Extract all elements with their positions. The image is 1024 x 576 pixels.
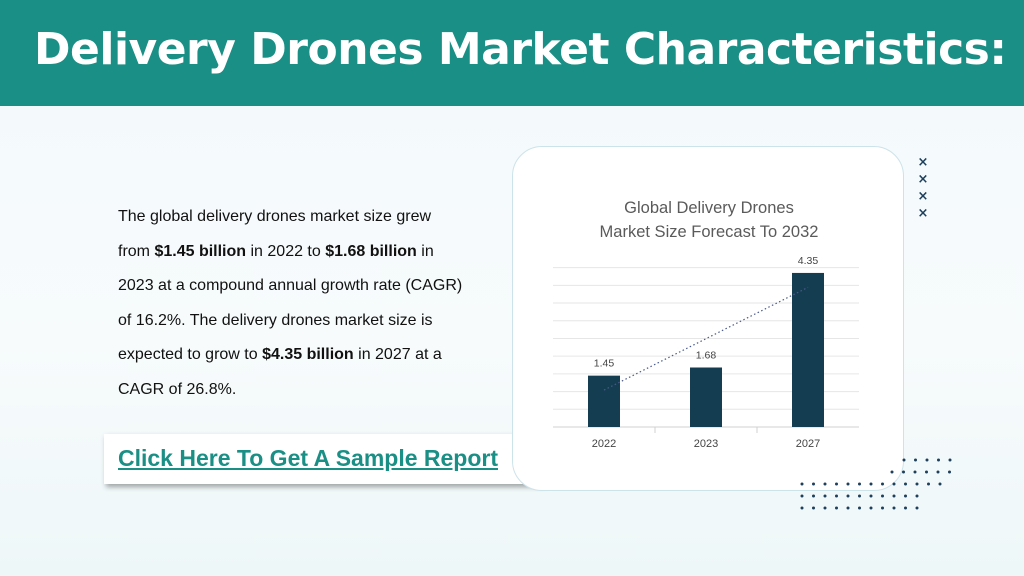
bar-chart: Global Delivery Drones Market Size Foreca… xyxy=(553,199,859,450)
dot xyxy=(858,494,861,498)
dot xyxy=(948,470,951,474)
dot xyxy=(869,482,873,486)
bar-2023 xyxy=(690,367,722,427)
data-label-2022: 1.45 xyxy=(594,358,615,370)
dot xyxy=(937,458,940,462)
value-2022: $1.45 billion xyxy=(154,242,247,260)
dot xyxy=(936,470,940,474)
dot xyxy=(800,482,804,486)
dot xyxy=(927,482,930,486)
value-2027: $4.35 billion xyxy=(262,346,354,363)
x-tick-label-2027: 2027 xyxy=(796,438,820,450)
dot xyxy=(823,506,827,510)
dot xyxy=(835,506,838,510)
dot xyxy=(892,482,896,486)
dot xyxy=(846,482,850,486)
dot xyxy=(858,506,861,510)
dot xyxy=(948,458,952,462)
value-2023: $1.68 billion xyxy=(325,242,417,260)
dot xyxy=(890,470,894,474)
text-segment: in 2023 at a compound annual growth rate… xyxy=(118,242,463,364)
dot xyxy=(869,494,873,498)
dot xyxy=(823,494,827,498)
x-tick-label-2023: 2023 xyxy=(694,438,718,450)
dot xyxy=(881,482,884,486)
text-segment: The global delivery drones market size g… xyxy=(118,208,432,260)
dot xyxy=(835,482,838,486)
x-mark-icon: × xyxy=(917,155,929,170)
dot xyxy=(915,506,919,510)
dot xyxy=(812,482,815,486)
dot xyxy=(858,482,861,486)
dot xyxy=(881,494,884,498)
x-mark-icon: × xyxy=(917,206,929,221)
dot xyxy=(915,482,919,486)
sample-report-box: Click Here To Get A Sample Report xyxy=(104,434,544,484)
bar-2022 xyxy=(588,375,620,427)
page-title: Delivery Drones Market Characteristics: xyxy=(34,24,1007,75)
dot xyxy=(812,506,815,510)
sample-report-link[interactable]: Click Here To Get A Sample Report xyxy=(118,445,499,471)
data-label-2027: 4.35 xyxy=(798,255,819,267)
dot xyxy=(869,506,873,510)
dot xyxy=(881,506,884,510)
dot xyxy=(800,506,804,510)
dot xyxy=(925,470,928,474)
header-bar: Delivery Drones Market Characteristics: xyxy=(0,0,1024,106)
dot xyxy=(915,494,919,498)
dot xyxy=(904,482,907,486)
dot xyxy=(902,458,906,462)
dot xyxy=(892,506,896,510)
text-segment: in 2022 to xyxy=(246,242,326,260)
dot xyxy=(913,470,917,474)
dot xyxy=(904,506,907,510)
x-mark-icon: × xyxy=(917,172,929,187)
market-description: The global delivery drones market size g… xyxy=(118,200,463,407)
dot xyxy=(846,494,850,498)
dot xyxy=(902,470,905,474)
decorative-x-marks: × × × × xyxy=(914,154,932,222)
dot xyxy=(846,506,850,510)
dot xyxy=(823,482,827,486)
chart-title-line: Market Size Forecast To 2032 xyxy=(600,223,819,241)
dot xyxy=(914,458,917,462)
dot xyxy=(925,458,929,462)
dot xyxy=(938,482,942,486)
chart-card: Global Delivery Drones Market Size Foreca… xyxy=(512,146,904,491)
dot xyxy=(835,494,838,498)
x-tick-label-2022: 2022 xyxy=(592,438,616,450)
dot xyxy=(800,494,804,498)
dot xyxy=(892,494,896,498)
x-mark-icon: × xyxy=(917,189,929,204)
dot xyxy=(904,494,907,498)
decorative-dot-grid xyxy=(800,458,952,510)
data-label-2023: 1.68 xyxy=(696,350,717,362)
bar-2027 xyxy=(792,272,824,427)
text-segment: in 2027 at a CAGR of 26.8%. xyxy=(118,346,442,398)
chart-title-line: Global Delivery Drones xyxy=(624,199,794,217)
dot xyxy=(812,494,815,498)
